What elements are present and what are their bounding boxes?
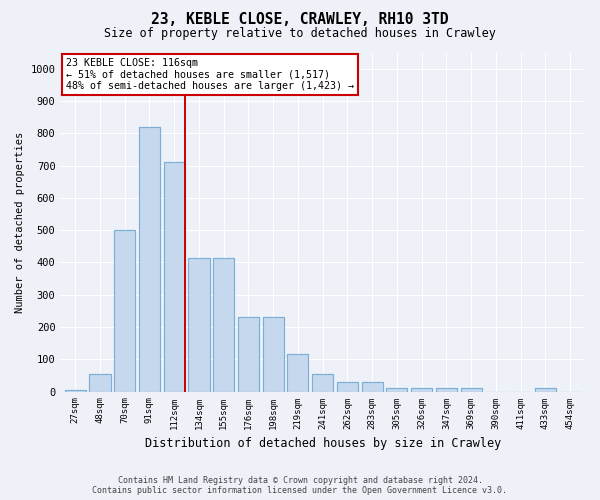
Bar: [238, 318, 259, 392]
Bar: [535, 388, 556, 392]
Bar: [89, 374, 110, 392]
Bar: [461, 388, 482, 392]
Bar: [263, 318, 284, 392]
Bar: [411, 388, 432, 392]
Bar: [386, 388, 407, 392]
Bar: [139, 127, 160, 392]
Bar: [65, 390, 86, 392]
Bar: [188, 258, 209, 392]
Text: Size of property relative to detached houses in Crawley: Size of property relative to detached ho…: [104, 28, 496, 40]
Bar: [436, 388, 457, 392]
Bar: [362, 382, 383, 392]
Bar: [411, 388, 432, 392]
Y-axis label: Number of detached properties: Number of detached properties: [15, 132, 25, 312]
Bar: [238, 318, 259, 392]
Bar: [188, 258, 209, 392]
Bar: [263, 318, 284, 392]
Bar: [114, 230, 135, 392]
Bar: [312, 374, 333, 392]
Bar: [337, 382, 358, 392]
Text: Contains HM Land Registry data © Crown copyright and database right 2024.
Contai: Contains HM Land Registry data © Crown c…: [92, 476, 508, 495]
Bar: [213, 258, 234, 392]
Bar: [461, 388, 482, 392]
Bar: [89, 374, 110, 392]
Bar: [535, 388, 556, 392]
Bar: [65, 390, 86, 392]
Bar: [436, 388, 457, 392]
Text: 23, KEBLE CLOSE, CRAWLEY, RH10 3TD: 23, KEBLE CLOSE, CRAWLEY, RH10 3TD: [151, 12, 449, 28]
X-axis label: Distribution of detached houses by size in Crawley: Distribution of detached houses by size …: [145, 437, 501, 450]
Bar: [114, 230, 135, 392]
Bar: [213, 258, 234, 392]
Bar: [337, 382, 358, 392]
Bar: [386, 388, 407, 392]
Bar: [312, 374, 333, 392]
Bar: [287, 354, 308, 392]
Bar: [164, 162, 185, 392]
Bar: [164, 162, 185, 392]
Text: 23 KEBLE CLOSE: 116sqm
← 51% of detached houses are smaller (1,517)
48% of semi-: 23 KEBLE CLOSE: 116sqm ← 51% of detached…: [65, 58, 353, 91]
Bar: [139, 127, 160, 392]
Bar: [287, 354, 308, 392]
Bar: [362, 382, 383, 392]
